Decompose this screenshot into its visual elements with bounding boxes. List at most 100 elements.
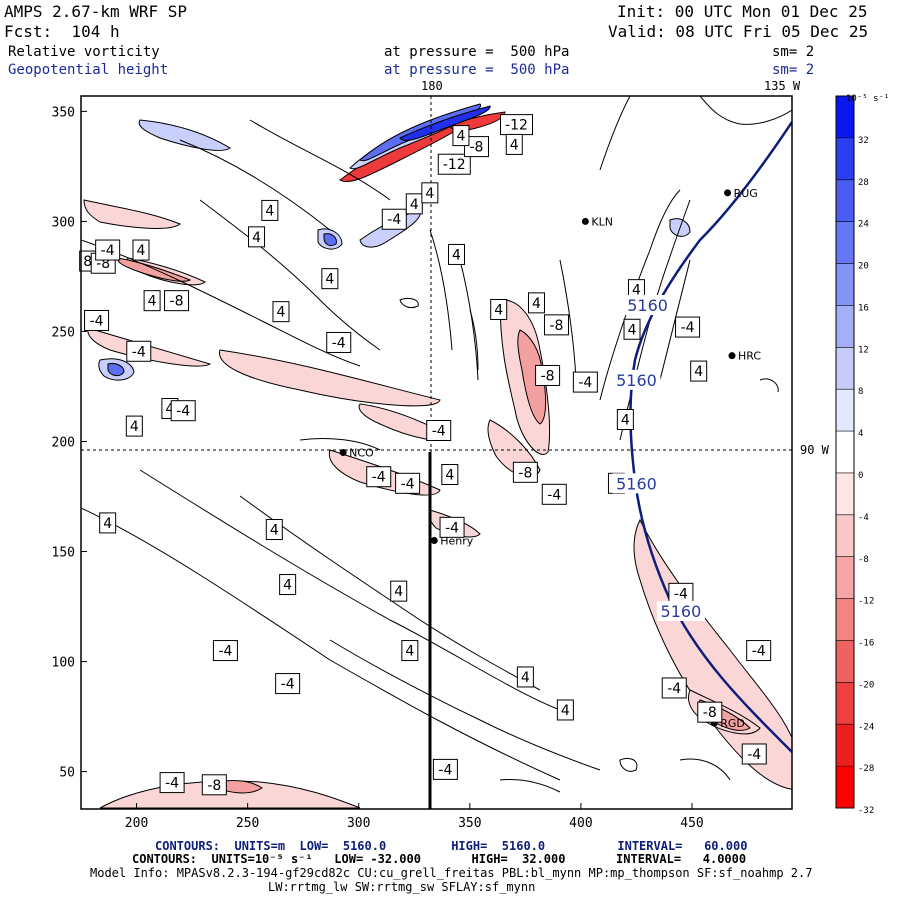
contour-label-box xyxy=(527,292,545,314)
contour-label: -4 xyxy=(132,344,146,360)
valid-time: Valid: 08 UTC Fri 05 Dec 25 xyxy=(608,22,869,41)
x-tick-label: 200 xyxy=(125,816,148,831)
contour-label-box xyxy=(675,316,701,338)
colorbar-swatch xyxy=(836,96,854,139)
contour-label-box xyxy=(272,301,290,323)
contour-label: 4 xyxy=(532,296,541,312)
contour-label: -8 xyxy=(170,294,184,310)
vorticity-contour-labels: 8 -8-44 -84-4-44 -44-44444-444-12-84-1244-4… xyxy=(79,114,772,796)
colorbar-label: -8 xyxy=(858,555,869,565)
contour-label: 4 xyxy=(410,197,419,213)
colorbar-label: 28 xyxy=(858,178,869,188)
colorbar-label: -4 xyxy=(858,513,869,523)
contour-label-box xyxy=(432,758,458,780)
contour-label: -8 xyxy=(518,465,532,481)
contour-label: 4 xyxy=(632,283,641,299)
height-label: 5160 xyxy=(627,296,668,315)
colorbar-swatch xyxy=(836,221,854,265)
y-tick-label: 350 xyxy=(52,105,75,120)
station-dot xyxy=(728,352,736,360)
station-dot xyxy=(430,537,438,545)
contour-label-box xyxy=(535,364,561,386)
contour-label-box xyxy=(132,239,150,261)
model-title: AMPS 2.67-km WRF SP xyxy=(4,2,188,21)
contour-label-box xyxy=(541,483,567,505)
contour-label-box xyxy=(395,472,421,494)
map-frame xyxy=(80,95,793,810)
contour-label: 4 xyxy=(325,272,334,288)
contour-label: 4 xyxy=(137,243,146,259)
colorbar-label: -20 xyxy=(858,680,874,690)
contour-label-box xyxy=(321,268,339,290)
contour-label: -4 xyxy=(165,776,179,792)
contour-label-box xyxy=(279,574,297,596)
contour-label-box xyxy=(125,415,143,437)
x-tick-label: 450 xyxy=(680,816,703,831)
contour-label: 4 xyxy=(394,584,403,600)
contour-label-box xyxy=(463,136,489,158)
contour-label-box xyxy=(366,466,392,488)
footer-model-info-2: LW:rrtmg_lw SW:rrtmg_sw SFLAY:sf_mynn xyxy=(268,880,536,894)
grid-label-top-right: 135 W xyxy=(764,79,801,93)
contour-label-box xyxy=(661,677,687,699)
colorbar-frame xyxy=(835,95,855,809)
contour-label-box xyxy=(505,133,523,155)
footer-model-info: Model Info: MPASv8.2.3-194-gf29cd82c CU:… xyxy=(90,866,813,880)
contour-label-box xyxy=(401,640,419,662)
contour-label: 4 xyxy=(130,419,139,435)
height-contour-labels: 5160 5160 5160 5160 xyxy=(612,295,705,621)
contour-label-box xyxy=(261,199,279,221)
height-label-bg xyxy=(612,473,661,494)
contour-label-box xyxy=(623,318,641,340)
contour-label: -4 xyxy=(674,586,688,602)
colorbar-swatch xyxy=(836,598,854,641)
x-tick-label: 400 xyxy=(569,816,592,831)
contour-label: 4 xyxy=(494,302,503,318)
height-label-bg xyxy=(656,600,705,621)
contour-label-box xyxy=(490,298,508,320)
station-label: HRC xyxy=(738,350,761,363)
contour-label-box xyxy=(248,226,266,248)
x-axis-ticks: 200 250 300 350 400 450 xyxy=(125,803,704,831)
contour-label: 4 xyxy=(694,364,703,380)
contour-label-box xyxy=(452,125,470,147)
x-tick-label: 300 xyxy=(347,816,370,831)
contour-label: 4 xyxy=(510,137,519,153)
contour-label: 4 xyxy=(628,322,637,338)
footer-height-contours: CONTOURS: UNITS=m LOW= 5160.0 HIGH= 5160… xyxy=(155,839,748,853)
contour-label: -8 xyxy=(207,778,221,794)
contour-label: -4 xyxy=(667,681,681,697)
station-label: RGD xyxy=(720,717,745,730)
contour-label-box xyxy=(84,309,110,331)
colorbar-swatch xyxy=(836,724,854,767)
contour-label: 4 xyxy=(252,230,261,246)
colorbar-label: 24 xyxy=(858,220,869,230)
colorbar-swatch xyxy=(836,640,854,683)
colorbar-label: 20 xyxy=(858,262,869,272)
contour-label: 8 xyxy=(83,254,92,270)
contour-label: 4 xyxy=(521,670,530,686)
contour-label-box xyxy=(556,699,574,721)
contour-label-box xyxy=(697,701,723,723)
contour-label: 4 xyxy=(445,468,454,484)
contour-label-box xyxy=(390,580,408,602)
contour-label-box xyxy=(746,640,772,662)
contour-label-box xyxy=(439,516,465,538)
y-tick-label: 100 xyxy=(52,656,75,671)
contour-label: -4 xyxy=(401,476,415,492)
grid-label-top: 180 xyxy=(421,79,443,93)
contour-label-box xyxy=(326,331,352,353)
contour-label-box xyxy=(95,239,121,261)
contour-label: -4 xyxy=(372,470,386,486)
contour-label-box xyxy=(265,519,283,541)
contour-label-box xyxy=(572,371,598,393)
contour-label-box xyxy=(447,243,465,265)
grid-label-right: 90 W xyxy=(800,443,830,457)
y-tick-label: 250 xyxy=(52,325,75,340)
station-dot xyxy=(724,189,732,197)
height-label-bg xyxy=(623,295,672,316)
contour-label: 4 xyxy=(452,247,461,263)
field1-smoothing: sm= 2 xyxy=(772,44,815,60)
contour-label: -4 xyxy=(438,762,452,778)
colorbar-label: 8 xyxy=(858,387,863,397)
